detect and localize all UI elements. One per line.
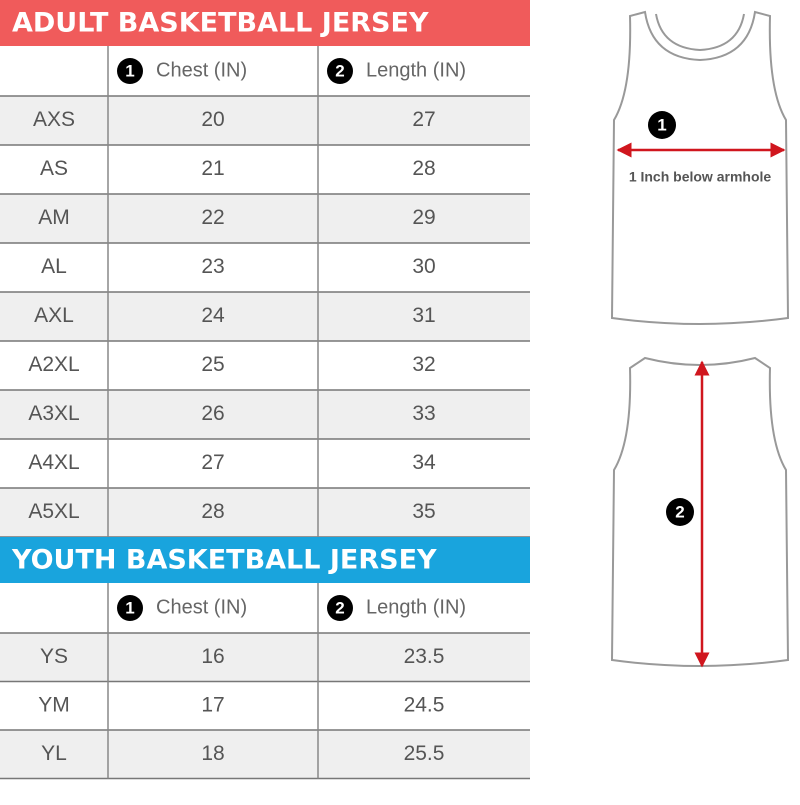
size-value: 35 [412,500,435,523]
header-label: Chest (IN) [156,59,247,81]
size-value: 22 [201,206,224,229]
size-value: 21 [201,157,224,180]
size-label: YS [40,645,68,668]
size-value: 34 [412,451,436,474]
size-value: 27 [412,108,435,131]
size-label: AM [38,206,70,229]
row-bg [0,730,530,779]
size-value: 23 [201,255,224,278]
row-bg [0,633,530,682]
marker-circle [327,595,353,621]
size-value: 31 [412,304,435,327]
back-jersey [610,356,790,667]
size-label: A5XL [28,500,79,523]
marker-circle [117,595,143,621]
header-label: Chest (IN) [156,596,247,618]
size-label: YL [41,742,67,765]
marker-circle [117,58,143,84]
size-label: AS [40,157,68,180]
marker-circle [648,111,676,139]
table-title: ADULT BASKETBALL JERSEY [12,8,429,39]
title-bar [0,537,530,583]
row-bg [0,681,530,730]
size-label: A2XL [28,353,79,376]
size-value: 20 [201,108,224,131]
row-bg [0,341,530,390]
front-jersey [610,10,790,325]
header-marker: 1 [125,598,134,617]
table-title: YOUTH BASKETBALL JERSEY [11,545,437,576]
size-value: 25.5 [404,742,445,765]
size-value: 25 [201,353,224,376]
size-value: 26 [201,402,224,425]
size-value: 17 [201,693,224,716]
title-bar [0,0,530,46]
header-marker: 2 [335,598,344,617]
size-label: AL [41,255,67,278]
size-label: AXS [33,108,75,131]
header-row [0,46,530,96]
size-value: 23.5 [404,645,445,668]
row-bg [0,439,530,488]
size-value: 30 [412,255,435,278]
marker-circle [666,498,694,526]
size-value: 33 [412,402,435,425]
header-marker: 1 [125,61,134,80]
size-value: 27 [201,451,224,474]
size-value: 29 [412,206,435,229]
size-label: YM [38,693,70,716]
size-label: A4XL [28,451,79,474]
size-value: 32 [412,353,435,376]
row-bg [0,243,530,292]
size-label: AXL [34,304,74,327]
header-marker: 2 [335,61,344,80]
header-row [0,583,530,633]
row-bg [0,96,530,145]
header-label: Length (IN) [366,59,466,81]
armhole-note: 1 Inch below armhole [629,169,772,185]
row-bg [0,390,530,439]
size-value: 24 [201,304,225,327]
row-bg [0,194,530,243]
row-bg [0,145,530,194]
size-value: 18 [201,742,224,765]
size-value: 28 [412,157,435,180]
back-marker: 2 [675,502,684,521]
header-label: Length (IN) [366,596,466,618]
size-value: 28 [201,500,224,523]
size-value: 24.5 [404,693,445,716]
front-marker: 1 [657,115,666,134]
row-bg [0,292,530,341]
row-bg [0,488,530,537]
marker-circle [327,58,353,84]
size-value: 16 [201,645,224,668]
size-label: A3XL [28,402,79,425]
